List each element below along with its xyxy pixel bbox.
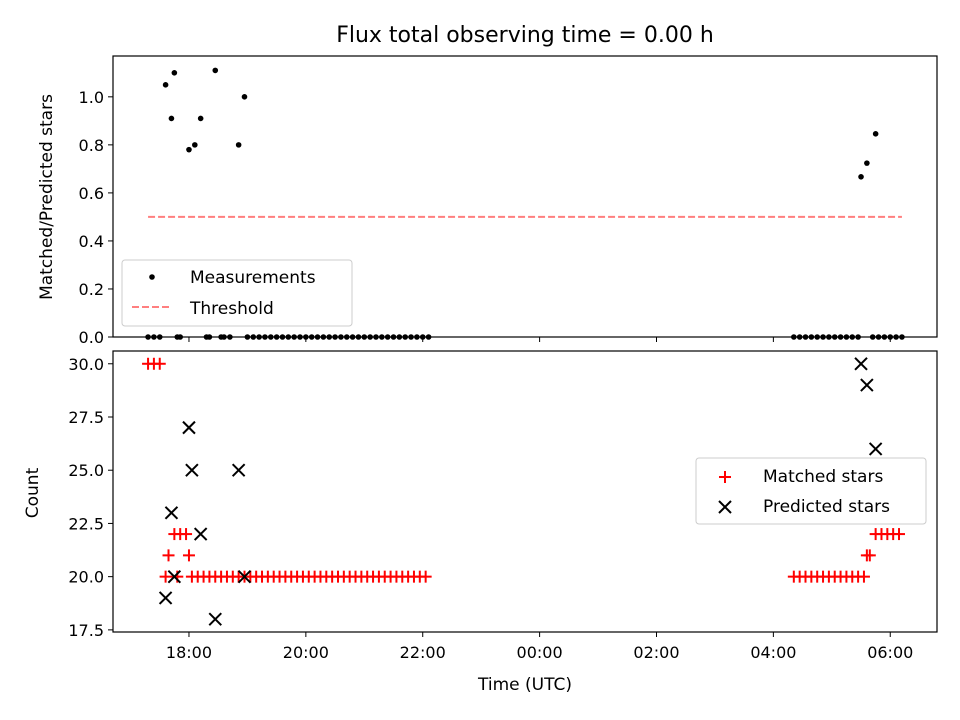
top-legend: Measurements Threshold [121, 259, 353, 327]
bottom-y-tick-label: 30.0 [68, 355, 104, 374]
x-stroke-b [193, 527, 208, 541]
bottom-x-tick-label: 18:00 [166, 643, 212, 662]
matched-star-point [863, 549, 876, 562]
x-stroke-b [185, 463, 199, 477]
measurement-point [186, 146, 192, 153]
measurement-point [197, 115, 204, 122]
matched-star-point [419, 570, 432, 583]
bottom-legend: Matched stars Predicted stars [695, 457, 927, 525]
predicted-star-point [167, 569, 182, 584]
measurement-point [171, 70, 178, 76]
bottom-panel: Count Time (UTC) 17.5 20.0 22.5 25.0 27.5 30.… [23, 350, 938, 695]
bottom-x-tick-label: 22:00 [400, 643, 446, 662]
matched-star-point [153, 357, 166, 370]
legend-measurements-marker [149, 274, 155, 280]
measurement-point [192, 142, 198, 148]
predicted-star-point [237, 569, 252, 584]
x-stroke-b [158, 591, 173, 605]
bottom-axes-frame [112, 350, 938, 633]
bottom-y-axis-label: Count [23, 467, 43, 518]
x-stroke-b [182, 420, 196, 435]
predicted-star-point [185, 463, 199, 477]
legend-predicted-marker [718, 500, 732, 514]
top-chart-title: Flux total observing time = 0.00 h [336, 23, 714, 48]
legend-matched-marker [719, 471, 731, 483]
predicted-star-point [854, 357, 868, 371]
predicted-star-point [868, 442, 883, 456]
bottom-x-tick-label: 00:00 [517, 643, 563, 662]
measurement-point [162, 82, 169, 88]
x-stroke-b [854, 357, 868, 371]
measurement-point [864, 160, 870, 166]
x-stroke-b [237, 569, 252, 584]
predicted-star-point [193, 527, 208, 541]
top-y-tick-label: 0.4 [79, 232, 104, 251]
predicted-star-point [182, 420, 196, 435]
bottom-y-tick-label: 25.0 [68, 461, 104, 480]
bottom-x-tick-label: 04:00 [750, 643, 796, 662]
matched-star-point [180, 528, 193, 541]
top-panel: Flux total observing time = 0.00 h Match… [37, 23, 938, 347]
predicted-star-point [231, 463, 246, 477]
bottom-y-tick-label: 27.5 [68, 408, 104, 427]
measurement-point [241, 94, 248, 100]
bottom-x-tick-label: 20:00 [283, 643, 329, 662]
top-y-tick-label: 1.0 [79, 88, 104, 107]
bottom-y-tick-label: 22.5 [68, 514, 104, 533]
bottom-x-tick-label: 02:00 [633, 643, 679, 662]
predicted-star-point [158, 591, 173, 605]
legend-threshold-label: Threshold [189, 299, 274, 319]
x-stroke-b [860, 378, 874, 392]
top-y-tick-label: 0.8 [79, 136, 104, 155]
matched-star-point [162, 549, 175, 562]
measurement-point [168, 115, 175, 122]
top-y-tick-label: 0.0 [79, 328, 104, 347]
bottom-x-tick-label: 06:00 [867, 643, 913, 662]
predicted-star-point [208, 612, 222, 626]
bottom-x-axis-label: Time (UTC) [477, 675, 572, 695]
measurement-point [858, 174, 864, 180]
matched-star-point [893, 528, 906, 541]
x-stroke-b [868, 442, 883, 456]
bottom-data-marks [142, 357, 906, 626]
top-y-tick-label: 0.6 [79, 184, 104, 203]
x-stroke-b [231, 463, 246, 477]
measurement-point [212, 67, 219, 74]
legend-matched-label: Matched stars [763, 467, 883, 487]
matched-star-point [182, 549, 195, 562]
legend-measurements-label: Measurements [190, 268, 316, 288]
x-stroke-b [208, 612, 222, 626]
matched-star-point [857, 570, 870, 583]
x-stroke-b [167, 569, 182, 584]
legend-predicted-label: Predicted stars [763, 497, 890, 517]
bottom-axis-ticks: 17.5 20.0 22.5 25.0 27.5 30.0 18:00 20:00 22:00 0… [68, 355, 913, 662]
predicted-star-point [860, 378, 874, 392]
top-axis-ticks: 0.0 0.2 0.4 0.6 0.8 1.0 [79, 88, 891, 347]
bottom-y-tick-label: 20.0 [68, 568, 104, 587]
top-legend-box [121, 259, 353, 327]
bottom-y-tick-label: 17.5 [68, 621, 104, 640]
measurement-point [235, 142, 242, 148]
matched-star-point [159, 570, 172, 583]
measurement-point [872, 131, 879, 137]
top-y-axis-label: Matched/Predicted stars [37, 94, 57, 300]
x-stroke-b [164, 506, 179, 520]
predicted-star-point [164, 506, 179, 520]
top-axes-frame [112, 55, 938, 338]
top-y-tick-label: 0.2 [79, 280, 104, 299]
bottom-legend-box [695, 457, 927, 525]
